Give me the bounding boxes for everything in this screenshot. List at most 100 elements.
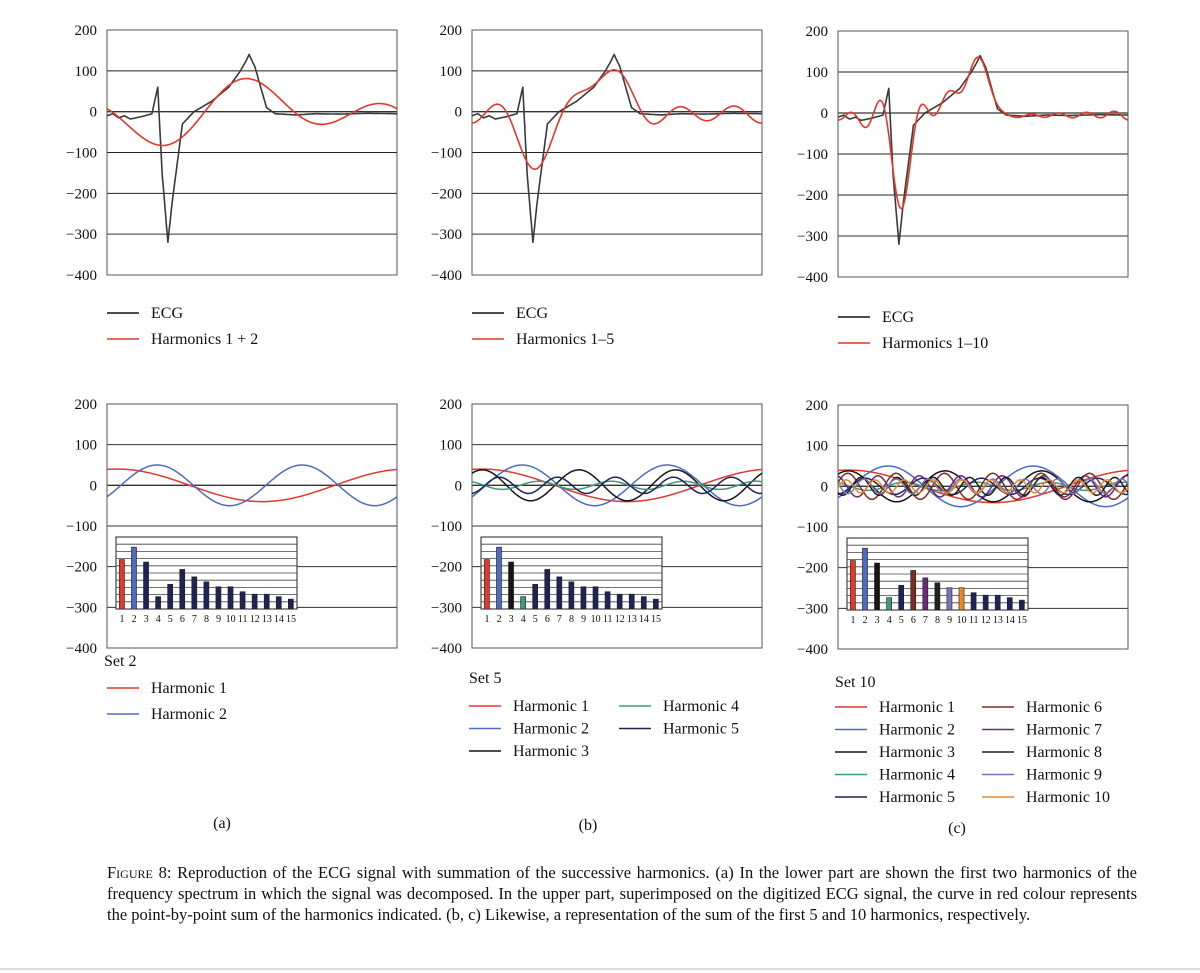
spectrum-bar-8 (568, 581, 575, 610)
y-tick-label: −100 (431, 146, 462, 162)
series-harmonic-2-line (106, 464, 398, 507)
plot-frame (837, 30, 1129, 278)
y-tick-label: 200 (440, 23, 463, 39)
y-tick-label: 100 (75, 438, 98, 454)
spectrum-bar-1 (119, 559, 125, 610)
legend-label-harmonic-2: Harmonic 2 (151, 706, 227, 723)
legend-label-harmonic-8: Harmonic 8 (1026, 744, 1102, 761)
series-ecg-line (106, 53, 398, 244)
y-tick-label: −100 (66, 146, 97, 162)
y-tick-label: −200 (431, 186, 462, 202)
y-tick-label: 100 (806, 65, 829, 81)
spectrum-category-label: 8 (569, 614, 574, 625)
y-tick-label: −400 (797, 642, 828, 658)
spectrum-bar-6 (544, 569, 551, 610)
y-tick-label: 100 (806, 439, 829, 455)
y-tick-label: 100 (75, 64, 98, 80)
y-tick-label: 0 (455, 105, 463, 121)
y-tick-label: −100 (797, 147, 828, 163)
legend-label-harmonic-2: Harmonic 2 (513, 721, 589, 738)
spectrum-bar-9 (215, 586, 222, 610)
spectrum-category-label: 3 (509, 614, 514, 625)
spectrum-bar-4 (155, 596, 161, 610)
spectrum-category-label: 5 (899, 615, 904, 626)
spectrum-bar-6 (179, 569, 186, 610)
spectrum-category-label: 13 (262, 614, 272, 625)
spectrum-bar-10 (958, 587, 965, 611)
legend-label-ecg: ECG (882, 309, 914, 326)
legend-label-harmonic-2: Harmonic 2 (879, 722, 955, 739)
legend-label-reconstruction: Harmonics 1–5 (516, 331, 614, 348)
spectrum-bar-5 (167, 583, 174, 610)
spectrum-category-label: 14 (274, 614, 284, 625)
spectrum-bar-15 (653, 598, 659, 610)
y-tick-label: −100 (66, 519, 97, 535)
y-tick-label: −400 (431, 641, 462, 657)
spectrum-category-label: 6 (911, 615, 916, 626)
spectrum-bar-10 (592, 586, 599, 610)
spectrum-category-label: 7 (923, 615, 928, 626)
spectrum-bar-12 (616, 593, 623, 610)
y-tick-label: −200 (66, 186, 97, 202)
series-reconstruction-line (471, 69, 763, 170)
y-tick-label: 100 (440, 438, 463, 454)
spectrum-category-label: 8 (204, 614, 209, 625)
spectrum-bar-6 (910, 570, 917, 611)
legend-label-harmonic-5: Harmonic 5 (663, 721, 739, 738)
spectrum-bar-4 (886, 597, 892, 611)
spectrum-category-label: 10 (957, 615, 967, 626)
panel-letter: (b) (579, 817, 598, 834)
spectrum-category-label: 3 (144, 614, 149, 625)
y-tick-label: 200 (75, 397, 98, 413)
spectrum-bar-3 (143, 561, 149, 610)
spectrum-bar-1 (484, 559, 490, 610)
series-harmonic-3-line (471, 469, 763, 502)
spectrum-category-label: 11 (969, 615, 979, 626)
spectrum-bar-2 (862, 547, 868, 611)
spectrum-bar-5 (532, 583, 539, 610)
spectrum-category-label: 7 (557, 614, 562, 625)
spectrum-category-label: 14 (639, 614, 649, 625)
spectrum-bar-10 (227, 586, 234, 610)
y-tick-label: 0 (821, 479, 829, 495)
y-tick-label: −400 (66, 268, 97, 284)
c-top-plot (837, 30, 1129, 278)
spectrum-bar-8 (203, 581, 210, 610)
y-tick-label: 200 (75, 23, 98, 39)
spectrum-category-label: 3 (875, 615, 880, 626)
spectrum-bar-7 (556, 576, 563, 610)
legend-label-harmonic-5: Harmonic 5 (879, 789, 955, 806)
y-tick-label: 200 (440, 397, 463, 413)
legend-label-ecg: ECG (516, 305, 548, 322)
y-tick-label: −100 (431, 519, 462, 535)
series-harmonic-1-line (106, 468, 397, 503)
spectrum-bar-11 (604, 591, 611, 610)
spectrum-category-label: 6 (545, 614, 550, 625)
legend-label-ecg: ECG (151, 305, 183, 322)
spectrum-category-label: 11 (603, 614, 613, 625)
spectrum-bar-3 (874, 562, 880, 611)
spectrum-category-label: 15 (651, 614, 661, 625)
y-tick-label: −200 (431, 560, 462, 576)
y-tick-label: −300 (797, 601, 828, 617)
spectrum-category-label: 4 (156, 614, 161, 625)
y-tick-label: −400 (431, 268, 462, 284)
y-tick-label: −300 (797, 229, 828, 245)
spectrum-bar-15 (1019, 599, 1025, 611)
spectrum-bar-8 (934, 582, 941, 611)
y-tick-label: −100 (797, 520, 828, 536)
set-label: Set 5 (469, 670, 501, 687)
y-tick-label: 200 (806, 24, 829, 40)
y-tick-label: −200 (66, 560, 97, 576)
spectrum-bar-2 (131, 546, 137, 610)
spectrum-bar-7 (191, 576, 198, 610)
y-tick-label: −400 (66, 641, 97, 657)
a-bottom-plot (106, 403, 398, 649)
y-tick-label: −300 (431, 600, 462, 616)
y-tick-label: 200 (806, 398, 829, 414)
spectrum-bar-12 (982, 594, 989, 611)
spectrum-bar-5 (898, 584, 905, 611)
y-tick-label: −200 (797, 561, 828, 577)
spectrum-bar-14 (640, 596, 647, 610)
